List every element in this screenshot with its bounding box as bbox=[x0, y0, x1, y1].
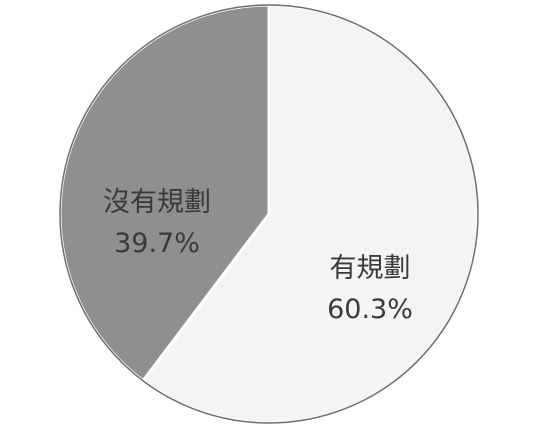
slice-value-label-planned: 60.3% bbox=[327, 294, 413, 325]
slice-category-label-not-planned: 沒有規劃 bbox=[103, 187, 211, 218]
slice-category-label-planned: 有規劃 bbox=[330, 253, 411, 284]
slice-value-label-not-planned: 39.7% bbox=[114, 228, 200, 259]
